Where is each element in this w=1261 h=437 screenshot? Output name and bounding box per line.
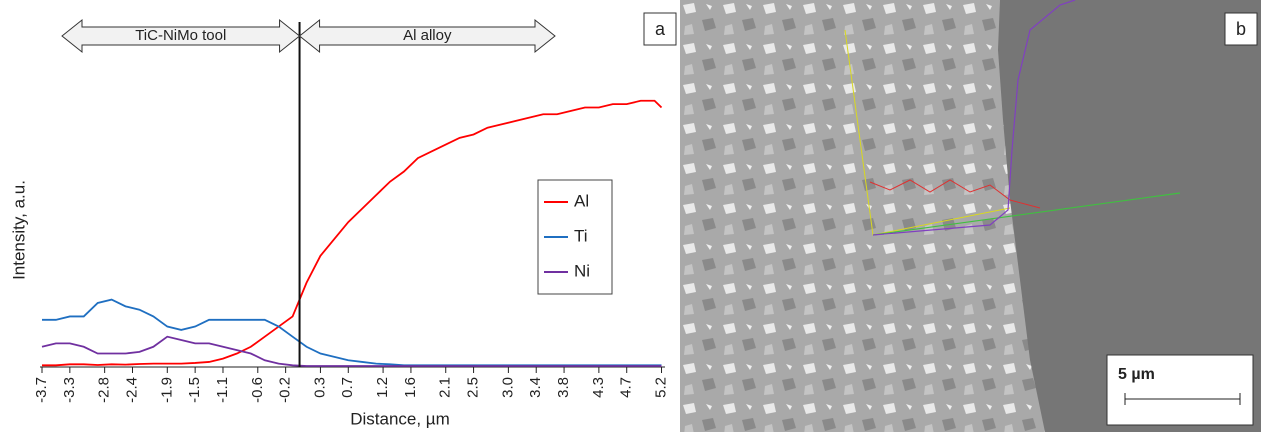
x-tick-label: -3.3 [61, 377, 78, 403]
x-tick-label: -0.2 [277, 377, 294, 403]
x-tick-label: 0.3 [311, 377, 328, 398]
x-tick-label: 0.7 [339, 377, 356, 398]
x-tick-label: 2.1 [437, 377, 454, 398]
x-tick-label: -0.6 [249, 377, 266, 403]
x-tick-label: -3.7 [33, 377, 50, 403]
annotation: TiC-NiMo tool [135, 27, 226, 44]
legend-label: Ti [574, 226, 588, 245]
x-tick-label: 5.2 [652, 377, 669, 398]
panel-label: a [655, 19, 666, 39]
x-tick-label: 3.0 [499, 377, 516, 398]
scale-bar-label: 5 µm [1118, 366, 1155, 383]
x-tick-label: -1.1 [214, 377, 231, 403]
x-tick-label: 3.8 [555, 377, 572, 398]
x-axis-title: Distance, µm [350, 409, 450, 428]
x-tick-label: -1.5 [186, 377, 203, 403]
panel-label: b [1236, 19, 1246, 39]
annotation: Al alloy [403, 27, 452, 44]
x-tick-label: 2.5 [465, 377, 482, 398]
data-line [42, 298, 662, 367]
micrograph: 5 µm b [680, 0, 1261, 432]
arrow [298, 18, 556, 54]
x-tick-label: 4.3 [590, 377, 607, 398]
x-tick-label: -2.8 [96, 377, 113, 403]
legend-label: Ni [574, 261, 590, 280]
x-tick-label: 3.4 [527, 377, 544, 398]
x-tick-label: -1.9 [158, 377, 175, 403]
data-line [41, 335, 662, 367]
legend-label: Al [574, 191, 589, 210]
x-tick-label: 1.6 [402, 377, 419, 398]
data-line [42, 99, 663, 367]
x-tick-label: 4.7 [618, 377, 635, 398]
x-tick-label: 1.2 [374, 377, 391, 398]
y-axis-title: Intensity, a.u. [9, 180, 28, 280]
x-tick-label: -2.4 [123, 377, 140, 403]
